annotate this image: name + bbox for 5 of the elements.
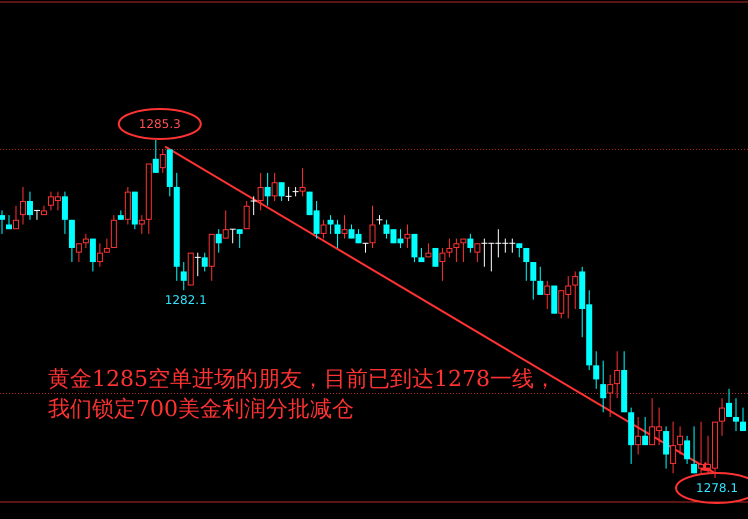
- annotation: 1282.1: [164, 293, 207, 308]
- annotation: 我们锁定700美金利润分批减仓: [48, 397, 354, 422]
- annotation: 黄金1285空单进场的朋友，目前已到达1278一线，: [48, 367, 556, 392]
- annotation: 1278.1: [696, 481, 738, 495]
- annotation: 1285.3: [138, 117, 181, 131]
